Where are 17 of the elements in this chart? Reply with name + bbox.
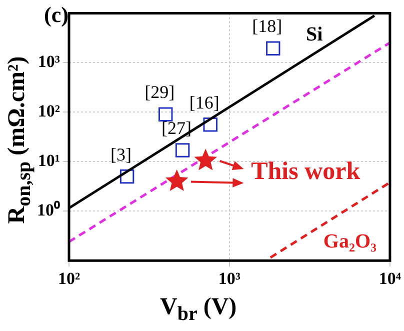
y-tick-label: 10³ xyxy=(38,52,60,72)
x-tick-label: 10⁴ xyxy=(378,269,402,288)
series-label: Ga₂O₃ xyxy=(323,230,377,253)
x-tick-label: 10² xyxy=(58,269,80,288)
x-tick-label: 10³ xyxy=(218,269,241,288)
y-tick-label: 10¹ xyxy=(38,151,60,170)
annotation: [18] xyxy=(252,16,282,36)
series-label: Si xyxy=(306,23,324,46)
annotation: [29] xyxy=(144,82,175,102)
y-tick-label: 10⁰ xyxy=(37,200,60,220)
annotation: [16] xyxy=(189,92,220,112)
annotation: This work xyxy=(251,158,360,186)
text: (c) xyxy=(44,2,68,28)
annotation: [3] xyxy=(110,144,132,164)
x-axis-title: V$_{br}$ (V) xyxy=(160,294,237,326)
y-tick-label: 10² xyxy=(38,102,60,121)
annotation: [27] xyxy=(162,118,192,138)
